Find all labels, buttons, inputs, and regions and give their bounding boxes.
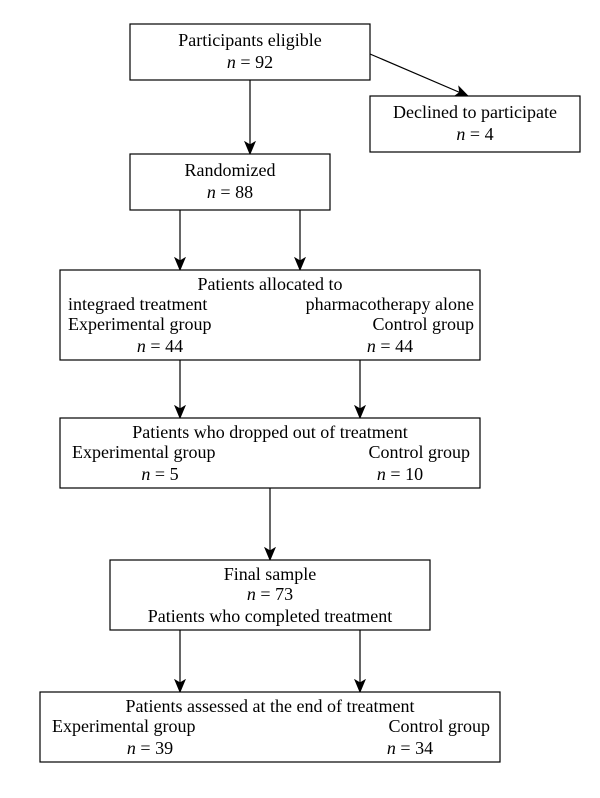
dropped-right-label: Control group bbox=[369, 442, 471, 462]
randomized-title: Randomized bbox=[185, 160, 276, 180]
final-line1: Final sample bbox=[224, 564, 317, 584]
assessed-right-n: n = 34 bbox=[387, 738, 433, 758]
dropped-right-n: n = 10 bbox=[377, 464, 423, 484]
eligible-title: Participants eligible bbox=[178, 30, 321, 50]
declined-n: n = 4 bbox=[456, 124, 493, 144]
assessed-left-label: Experimental group bbox=[52, 716, 195, 736]
box-assessed: Patients assessed at the end of treatmen… bbox=[40, 692, 500, 762]
assessed-right-label: Control group bbox=[389, 716, 491, 736]
box-final-sample: Final sample n = 73 Patients who complet… bbox=[110, 560, 430, 630]
eligible-n: n = 92 bbox=[227, 52, 273, 72]
final-line2: Patients who completed treatment bbox=[148, 606, 392, 626]
dropped-left-label: Experimental group bbox=[72, 442, 215, 462]
allocated-title: Patients allocated to bbox=[198, 274, 343, 294]
box-allocated: Patients allocated to integraed treatmen… bbox=[60, 270, 480, 360]
allocated-right-line1: pharmacotherapy alone bbox=[306, 294, 474, 314]
consort-flowchart: Participants eligible n = 92 Declined to… bbox=[0, 0, 600, 798]
assessed-left-n: n = 39 bbox=[127, 738, 173, 758]
box-eligible: Participants eligible n = 92 bbox=[130, 24, 370, 80]
final-n: n = 73 bbox=[247, 584, 293, 604]
allocated-right-n: n = 44 bbox=[367, 336, 413, 356]
assessed-title: Patients assessed at the end of treatmen… bbox=[126, 696, 415, 716]
randomized-n: n = 88 bbox=[207, 182, 253, 202]
declined-title: Declined to participate bbox=[393, 102, 557, 122]
dropped-left-n: n = 5 bbox=[141, 464, 178, 484]
box-randomized: Randomized n = 88 bbox=[130, 154, 330, 210]
allocated-left-line1: integraed treatment bbox=[68, 294, 207, 314]
box-dropped: Patients who dropped out of treatment Ex… bbox=[60, 418, 480, 488]
dropped-title: Patients who dropped out of treatment bbox=[132, 422, 407, 442]
box-declined: Declined to participate n = 4 bbox=[370, 96, 580, 152]
allocated-left-n: n = 44 bbox=[137, 336, 183, 356]
allocated-left-line2: Experimental group bbox=[68, 314, 211, 334]
edge-eligible-declined bbox=[370, 54, 468, 96]
allocated-right-line2: Control group bbox=[373, 314, 475, 334]
